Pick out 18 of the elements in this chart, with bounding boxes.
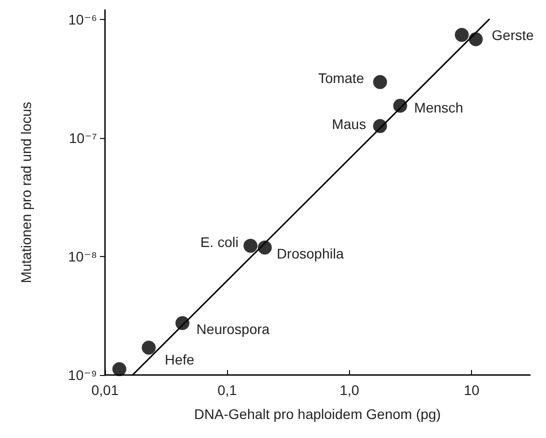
annotation: Tomate xyxy=(318,70,364,86)
annotation: Gerste xyxy=(492,27,534,44)
annotation: Drosophila xyxy=(276,246,344,262)
annotation: Mensch xyxy=(414,100,464,116)
y-tick-label: 10⁻⁷ xyxy=(68,130,97,146)
y-tick-label: 10⁻⁹ xyxy=(68,367,97,383)
x-tick-label: 0,01 xyxy=(91,382,119,398)
annotation: Neurospora xyxy=(196,321,270,338)
x-tick-label: 0,1 xyxy=(217,382,238,398)
x-tick-label: 1,0 xyxy=(340,382,360,398)
x-tick-label: 10 xyxy=(464,382,480,398)
annotation: E. coli xyxy=(200,234,238,250)
y-tick-label: 10⁻⁶ xyxy=(68,11,97,28)
x-axis-title: DNA-Gehalt pro haploidem Genom (pg) xyxy=(194,406,441,422)
y-tick-label: 10⁻⁸ xyxy=(68,248,98,264)
annotation: Maus xyxy=(332,116,366,132)
y-axis-title: Mutationen pro rad und locus xyxy=(18,102,34,284)
annotation: Hefe xyxy=(164,352,195,368)
